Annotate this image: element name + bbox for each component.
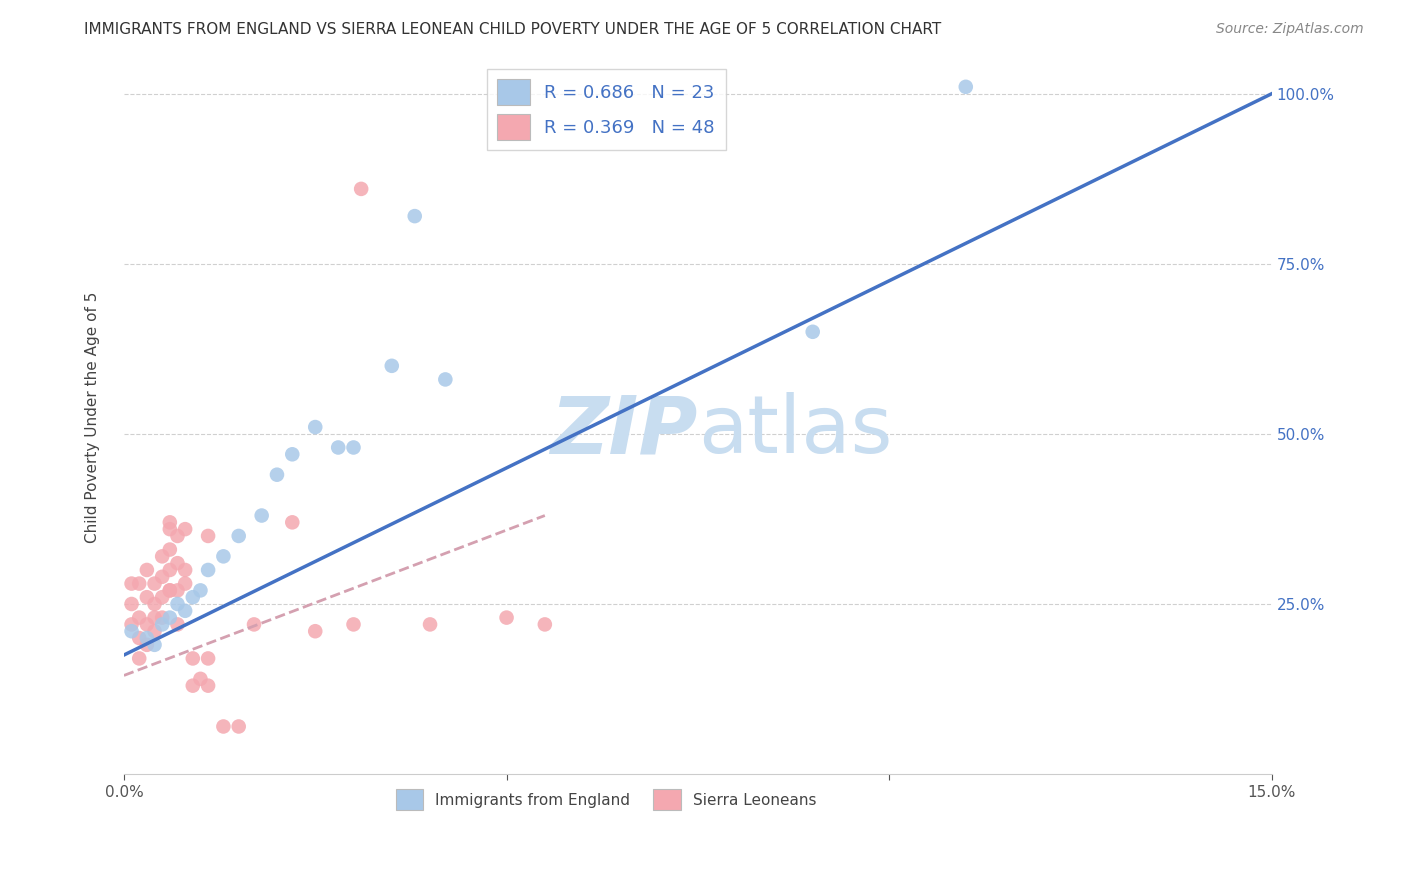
Point [174,576,197,591]
Point [281,447,304,461]
Point [250,508,273,523]
Point [143,610,166,624]
Point [121,624,143,639]
Point [159,522,181,536]
Point [197,651,219,665]
Point [143,576,166,591]
Point [159,563,181,577]
Text: Source: ZipAtlas.com: Source: ZipAtlas.com [1216,22,1364,37]
Y-axis label: Child Poverty Under the Age of 5: Child Poverty Under the Age of 5 [86,291,100,542]
Point [166,556,188,570]
Point [801,325,824,339]
Point [174,563,197,577]
Point [135,631,157,645]
Point [150,617,173,632]
Point [342,441,364,455]
Point [190,672,212,686]
Point [404,209,426,223]
Point [166,583,188,598]
Point [128,631,150,645]
Point [197,529,219,543]
Point [266,467,288,482]
Point [197,563,219,577]
Point [281,516,304,530]
Point [159,583,181,598]
Point [150,549,173,564]
Point [159,542,181,557]
Text: ZIP: ZIP [551,392,697,470]
Point [419,617,441,632]
Point [190,583,212,598]
Point [304,420,326,434]
Point [328,441,350,455]
Point [955,79,977,94]
Point [128,651,150,665]
Point [181,679,204,693]
Point [128,610,150,624]
Point [212,719,235,733]
Point [166,597,188,611]
Point [212,549,235,564]
Text: atlas: atlas [697,392,893,470]
Point [159,610,181,624]
Point [342,617,364,632]
Point [228,719,250,733]
Point [350,182,373,196]
Point [181,590,204,604]
Point [150,570,173,584]
Point [128,576,150,591]
Point [166,529,188,543]
Point [121,597,143,611]
Point [381,359,404,373]
Point [159,583,181,598]
Point [135,638,157,652]
Point [159,516,181,530]
Point [150,590,173,604]
Point [135,590,157,604]
Point [121,617,143,632]
Point [495,610,517,624]
Point [181,651,204,665]
Point [174,522,197,536]
Point [143,624,166,639]
Point [135,563,157,577]
Point [304,624,326,639]
Legend: Immigrants from England, Sierra Leoneans: Immigrants from England, Sierra Leoneans [389,782,823,816]
Point [534,617,557,632]
Text: IMMIGRANTS FROM ENGLAND VS SIERRA LEONEAN CHILD POVERTY UNDER THE AGE OF 5 CORRE: IMMIGRANTS FROM ENGLAND VS SIERRA LEONEA… [84,22,942,37]
Point [121,576,143,591]
Point [143,597,166,611]
Point [434,372,457,386]
Point [228,529,250,543]
Point [243,617,266,632]
Point [135,617,157,632]
Point [174,604,197,618]
Point [150,610,173,624]
Point [143,638,166,652]
Point [166,617,188,632]
Point [197,679,219,693]
